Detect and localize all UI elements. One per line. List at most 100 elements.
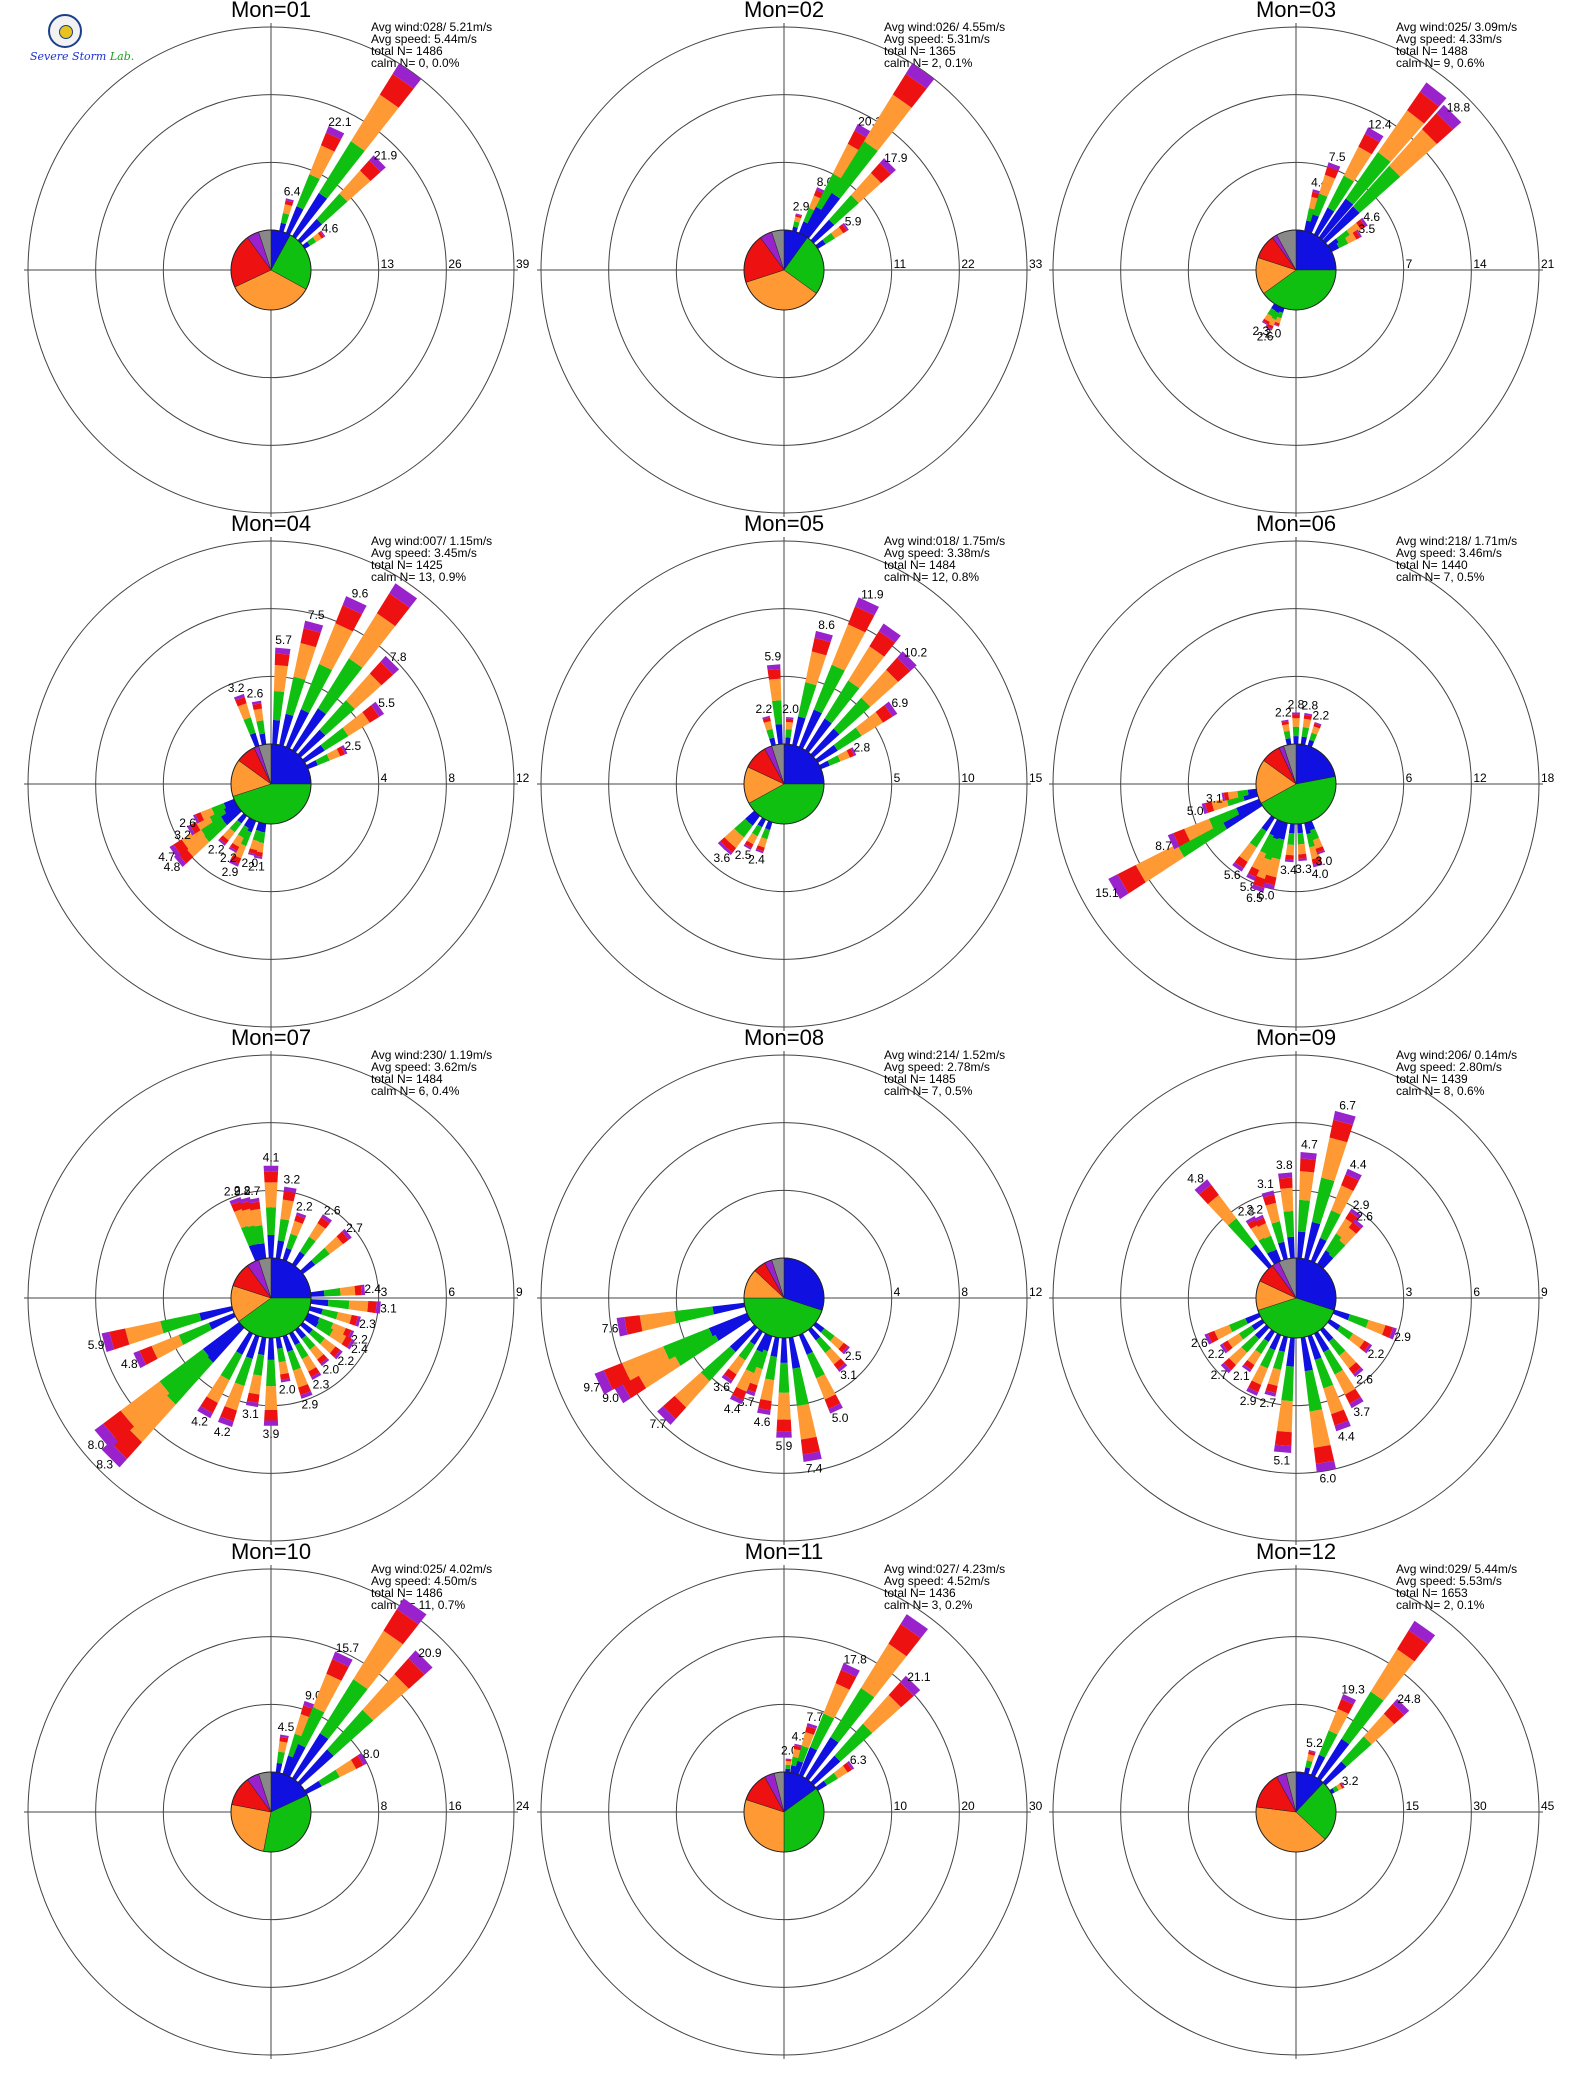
bar-segment [319,700,355,736]
bar-segment [1419,82,1447,107]
bar-segment [223,802,238,814]
bar-segment [369,155,386,172]
bar-label: 2.9 [301,1398,318,1412]
direction-bar: 6.4 [279,184,301,233]
bar-segment [834,1723,873,1762]
bar-segment [1297,832,1305,845]
bar-segment [230,854,242,864]
bar-segment [296,1212,307,1219]
bar-segment [1250,1224,1266,1241]
bar-segment [285,206,304,235]
direction-bar: 21.9 [297,148,398,244]
bar-segment [1337,1698,1354,1714]
bar-label: 2.4 [748,853,765,867]
bar-label: 2.0 [241,856,258,870]
bar-segment [319,1679,368,1740]
direction-bar: 2.2 [1307,709,1330,748]
bar-segment [1319,1327,1334,1342]
bar-segment [1356,229,1362,238]
pie-border [230,743,312,825]
direction-bar: 2.7 [1259,1335,1288,1410]
direction-bar: 4.4 [1307,1334,1355,1443]
bar-segment [256,720,265,735]
bar-segment [1251,1364,1268,1385]
bar-segment [838,1342,848,1353]
bar-segment [833,727,862,751]
bar-label: 2.6 [1356,1209,1373,1223]
bar-label: 7.5 [308,608,325,622]
bar-segment [1307,1334,1322,1361]
bar-segment [1329,1119,1353,1143]
direction-bar: 3.7 [1314,1331,1370,1419]
direction-bar [805,63,935,239]
bar-label: 2.5 [845,1349,862,1363]
bar-segment [1314,721,1322,726]
direction-bar: 15.7 [285,1641,359,1777]
bar-segment [247,1197,260,1204]
bar-segment [875,704,893,723]
bar-segment [290,1220,303,1237]
bar-segment [220,1351,243,1381]
bar-segment [300,663,333,713]
pie-border [1255,1257,1337,1339]
ring-label: 6 [1473,1285,1480,1299]
bar-segment [813,1321,825,1333]
info-line: Avg speed: 5.31m/s [884,32,990,46]
bar-segment [239,830,252,847]
bar-segment [1293,736,1299,745]
bar-segment [297,1749,334,1786]
bar-label: 5.0 [832,1411,849,1425]
bar-segment [803,207,816,224]
bar-segment [810,1755,841,1786]
bar-segment [749,1329,763,1345]
bar-segment [342,712,370,736]
bar-label: 2.3 [1253,324,1270,338]
bar-label: 2.9 [1353,1198,1370,1212]
direction-bar: 2.7 [1211,1324,1270,1382]
bar-segment [1251,1319,1265,1331]
bar-segment [792,226,798,233]
direction-bar: 19.3 [1310,1683,1365,1777]
bar-segment [1341,1174,1359,1192]
info-line: calm N= 12, 0.8% [884,570,979,584]
bar-segment [745,810,758,823]
ring-label: 9 [516,1285,523,1299]
bar-segment [1300,1336,1313,1372]
bar-segment [905,63,935,89]
bar-segment [776,1431,792,1438]
bar-segment [267,1234,275,1259]
bar-segment [1317,1738,1350,1781]
bar-segment [751,824,763,837]
direction-bar: 6.3 [815,1753,867,1791]
bar-label: 2.2 [220,851,237,865]
bar-segment [318,141,365,199]
direction-bar: 2.5 [735,817,766,862]
bar-segment [1314,1331,1330,1353]
bar-segment [785,1760,792,1766]
bar-segment [1340,1782,1345,1788]
bar-segment [249,839,260,851]
direction-bar: 2.2 [756,702,776,747]
chart-title: Mon=12 [1256,1539,1336,1564]
bar-segment [278,1361,289,1375]
bar-segment [884,701,898,717]
info-line: Avg wind:218/ 1.71m/s [1396,534,1517,548]
bar-segment [1278,821,1288,840]
bar-segment [211,802,227,815]
direction-bar: 4.8 [121,1312,236,1371]
bar-segment [263,1165,279,1172]
bar-label: 2.1 [248,859,265,873]
bar-segment [1276,1400,1293,1433]
info-line: total N= 1486 [371,1586,443,1600]
ring-label: 30 [1473,1799,1487,1813]
info-line: calm N= 13, 0.9% [371,570,466,584]
bar-label: 2.6 [1257,329,1274,343]
bar-segment [248,1201,261,1211]
bar-segment [732,1387,747,1401]
pie-border [743,1257,825,1339]
bar-segment [1207,1194,1237,1226]
bar-segment [342,596,367,615]
bar-segment [793,221,800,228]
bar-segment [662,1395,687,1420]
